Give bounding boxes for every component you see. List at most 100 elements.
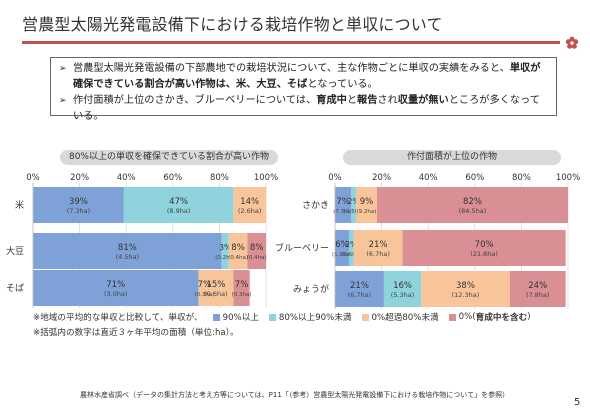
- chart1-data-label: 8%: [231, 243, 245, 253]
- bullet2-text-2: と: [346, 95, 358, 106]
- legend-item-0: 0%超過80%未満: [361, 311, 439, 323]
- legend-item-90: 90%以上: [212, 311, 259, 323]
- chart2-bar-segment: [402, 230, 566, 266]
- arrow-bullet-icon: ➢: [59, 96, 67, 106]
- chart1-bar-segment: [33, 270, 199, 306]
- chart2-tick-label: 60%: [465, 173, 484, 183]
- chart1-tick-label: 0%: [26, 173, 40, 183]
- legend-label-zero-bold: 育成中を含む: [475, 313, 528, 323]
- chart1-data-label: 39%: [69, 197, 88, 207]
- chart1-data-label: 7%: [235, 280, 249, 290]
- chart1-area-label: (4.5ha): [116, 253, 140, 261]
- chart2-area-label: (21.8ha): [470, 250, 498, 258]
- chart2-area-label: (6.7ha): [348, 291, 372, 299]
- chart1-data-label: 14%: [240, 197, 259, 207]
- legend-prefix: ※地域の平均的な単収と比較して、単収が、: [33, 313, 203, 323]
- chart2-area-label: (12.3ha): [452, 291, 480, 299]
- legend-item-zero: 0%(育成中を含む): [448, 311, 531, 323]
- chart2-area-label: (7.8ha): [526, 291, 550, 299]
- chart2-bar-segment: [421, 271, 510, 307]
- chart2-bar-segment: [335, 271, 384, 307]
- legend-label-80: 80%以上90%未満: [278, 313, 352, 323]
- chart2-category-label: ブルーベリー: [275, 242, 329, 254]
- flower-icon: [565, 36, 579, 49]
- chart1-title: 80%以上の単収を確保できている割合が高い作物: [60, 150, 278, 165]
- chart2-bar-segment: [355, 187, 377, 223]
- chart1-tick-label: 80%: [210, 173, 229, 183]
- chart1-bar-segment: [233, 187, 266, 223]
- chart1-area-label: (0.6ha): [204, 290, 228, 298]
- chart2-data-label: 82%: [463, 197, 482, 207]
- chart1-category-label: そば: [6, 283, 24, 294]
- chart1-bar-segment: [123, 187, 234, 223]
- summary-bullet-1: ➢ 営農型太陽光発電設備の下部農地での栽培状況について、主な作物ごとに単収の実績…: [59, 61, 550, 93]
- chart1-area-label: (3.0ha): [104, 290, 128, 298]
- chart2-bar-segment: [351, 187, 356, 223]
- bullet2-tail: ところが多くなっている。: [73, 95, 540, 122]
- chart1-bar-segment: [33, 187, 124, 223]
- chart2-area-label: (9.2ha): [357, 209, 377, 215]
- summary-box: ➢ 営農型太陽光発電設備の下部農地での栽培状況について、主な作物ごとに単収の実績…: [50, 57, 557, 122]
- chart1-area-label: (0.4ha): [247, 255, 267, 261]
- chart1-bar-segment: [33, 233, 222, 269]
- legend-swatch-zero: [448, 313, 456, 321]
- bullet2-bold-1: 育成中: [316, 95, 347, 106]
- chart2-area-label: (2.5ha): [344, 209, 364, 215]
- chart2-data-label: 70%: [475, 240, 494, 250]
- chart1-area-label: (0.3ha): [232, 292, 252, 298]
- legend-label-zero-suffix: ): [527, 312, 531, 322]
- chart2-data-label: 2%: [348, 197, 360, 206]
- bullet2-bold-2: 報告: [357, 95, 378, 106]
- chart2-bar-segment: [348, 230, 354, 266]
- chart1-area-label: (0.4ha): [228, 255, 248, 261]
- chart2-data-label: 38%: [456, 281, 475, 291]
- chart1-bar-segment: [221, 233, 229, 269]
- chart1-data-label: 47%: [169, 197, 188, 207]
- chart2-data-label: 9%: [360, 197, 374, 207]
- chart1-area-label: (2.6ha): [238, 207, 262, 215]
- summary-bullet-2: ➢ 作付面積が上位のさかき、ブルーベリーについては、育成中と報告され収量が無いと…: [59, 93, 550, 125]
- chart1-data-label: 81%: [118, 243, 137, 253]
- chart1-data-label: 3%: [219, 243, 231, 252]
- bullet2-text-3: され: [377, 95, 398, 106]
- bullet2-text: 作付面積が上位のさかき、ブルーベリーについては、: [73, 95, 317, 106]
- chart1-tick-label: 100%: [254, 173, 278, 183]
- chart1-area-label: (0.2ha): [215, 255, 235, 261]
- legend-label-0: 0%超過80%未満: [371, 313, 439, 323]
- legend: ※地域の平均的な単収と比較して、単収が、 90%以上 80%以上90%未満 0%…: [33, 311, 531, 323]
- chart2-data-label: 21%: [369, 240, 388, 250]
- chart1-data-label: 8%: [250, 243, 264, 253]
- chart1-bar-segment: [228, 233, 248, 269]
- chart2-area-label: (7.3ha): [333, 209, 353, 215]
- legend-swatch-90: [212, 313, 220, 321]
- chart1-data-label: 71%: [106, 280, 125, 290]
- chart2-data-label: 24%: [528, 281, 547, 291]
- chart1-area-label: (7.3ha): [67, 207, 91, 215]
- chart1-tick-label: 60%: [163, 173, 182, 183]
- chart2-data-label: 6%: [335, 240, 349, 250]
- chart2-area-label: (1.9ha): [332, 252, 352, 258]
- bullet1-tail: となっている。: [307, 79, 378, 90]
- chart2-area-label: (0.6ha): [341, 252, 361, 258]
- chart1-category-label: 米: [15, 199, 24, 211]
- area-note: ※括弧内の数字は直近３ヶ年平均の面積（単位:ha）。: [33, 328, 239, 338]
- page-title: 営農型太陽光発電設備下における栽培作物と単収について: [22, 15, 443, 34]
- legend-label-zero: 0%(: [458, 312, 476, 322]
- chart2-title: 作付面積が上位の作物: [343, 150, 561, 165]
- chart1-area-label: (8.9ha): [167, 207, 191, 215]
- charts-area: 0% 20% 40% 60% 80% 100%米 39%(7.3ha)47%(8.9ha)1…: [6, 173, 580, 309]
- chart1-bar-segment: [198, 270, 234, 306]
- chart2-tick-label: 20%: [372, 173, 391, 183]
- legend-swatch-0: [361, 313, 369, 321]
- bullet2-bold-3: 収量が無い: [397, 95, 449, 106]
- chart1-bar-segment: [233, 270, 250, 306]
- chart2-bar-segment: [335, 187, 352, 223]
- chart2-area-label: (6.7ha): [366, 250, 390, 258]
- title-rule: [22, 41, 560, 44]
- chart2-bar-segment: [353, 230, 403, 266]
- chart2-bar-segment: [509, 271, 566, 307]
- source-note: 農林水産省調べ（データの集計方法と考え方等については、P11「（参考）営農型太陽…: [80, 391, 510, 399]
- chart2-bar-segment: [383, 271, 422, 307]
- bullet1-text: 営農型太陽光発電設備の下部農地での栽培状況について、主な作物ごとに単収の実績をみ…: [73, 63, 510, 74]
- chart2-category-label: みょうが: [293, 283, 329, 295]
